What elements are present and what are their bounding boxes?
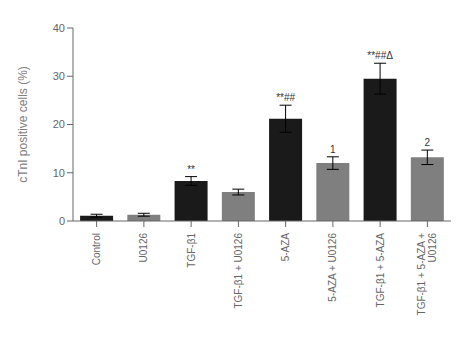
svg-text:Control: Control — [91, 233, 102, 265]
svg-text:TGF-β1 + 5-AZA: TGF-β1 + 5-AZA — [375, 233, 386, 308]
svg-text:5-AZA + U0126: 5-AZA + U0126 — [327, 233, 338, 302]
svg-text:1: 1 — [330, 144, 336, 155]
svg-text:TGF-β1 + U0126: TGF-β1 + U0126 — [233, 233, 244, 309]
svg-text:U0126: U0126 — [138, 233, 149, 263]
svg-text:30: 30 — [53, 70, 65, 82]
svg-text:2: 2 — [425, 137, 431, 148]
svg-text:**##Δ: **##Δ — [367, 50, 393, 61]
svg-text:cTnI positive cells (%): cTnI positive cells (%) — [16, 66, 30, 183]
svg-text:TGF-β1: TGF-β1 — [186, 233, 197, 268]
svg-text:40: 40 — [53, 22, 65, 34]
svg-text:20: 20 — [53, 118, 65, 130]
svg-text:0: 0 — [59, 215, 65, 227]
svg-text:5-AZA: 5-AZA — [280, 233, 291, 262]
svg-text:**##: **## — [276, 92, 295, 103]
svg-text:TGF-β1 + 5-AZA +U0126: TGF-β1 + 5-AZA +U0126 — [416, 233, 438, 316]
svg-text:**: ** — [187, 164, 195, 175]
svg-text:10: 10 — [53, 167, 65, 179]
